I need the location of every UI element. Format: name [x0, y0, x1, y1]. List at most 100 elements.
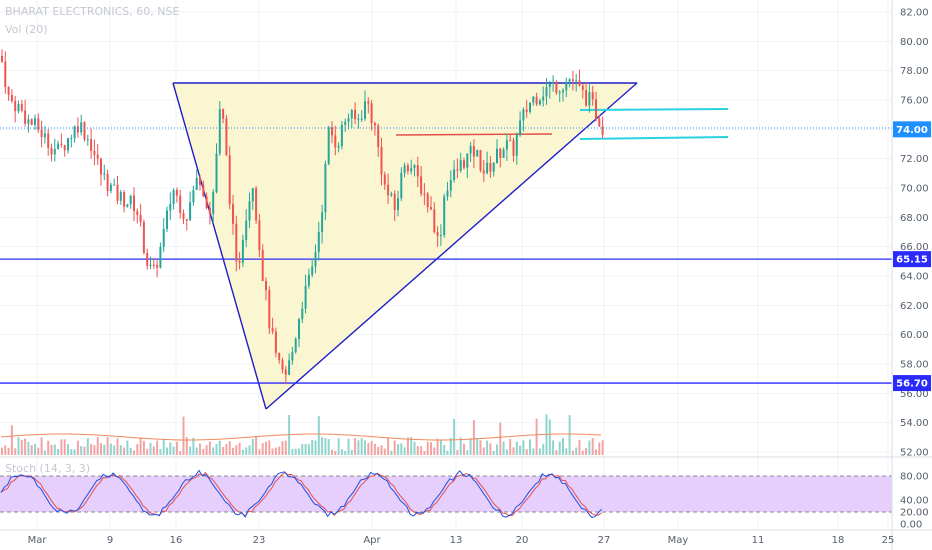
candle-body: [139, 214, 142, 223]
volume-bar: [215, 444, 218, 455]
price-tick-label: 58.00: [900, 360, 929, 371]
volume-bar: [479, 440, 482, 455]
candle-body: [430, 207, 432, 210]
volume-bar: [529, 439, 531, 455]
volume-bar: [27, 441, 30, 455]
candle-body: [189, 202, 192, 221]
volume-bar: [123, 447, 126, 455]
candle-body: [195, 177, 198, 190]
volume-bar: [67, 444, 69, 455]
volume-bar: [430, 442, 432, 455]
time-tick-label: Apr: [363, 535, 381, 546]
volume-bar: [595, 449, 597, 455]
volume-bar: [261, 443, 264, 455]
candle-body: [278, 352, 281, 361]
candle-body: [288, 360, 291, 375]
volume-bar: [109, 443, 112, 455]
volume-bar: [235, 445, 238, 455]
volume-bar: [413, 441, 416, 455]
volume-bar: [126, 440, 129, 455]
volume-bar: [53, 444, 56, 455]
volume-bar: [208, 441, 211, 455]
candle-body: [522, 109, 525, 121]
candle-body: [436, 232, 439, 236]
candle-body: [123, 191, 126, 207]
candle-body: [439, 235, 442, 237]
volume-bar: [241, 449, 244, 455]
candle-body: [76, 126, 79, 133]
candle-body: [400, 172, 403, 199]
candle-body: [548, 83, 551, 88]
volume-bar: [24, 438, 27, 455]
volume-bar: [324, 438, 327, 455]
price-label-text: 56.70: [896, 379, 928, 390]
candle-body: [126, 204, 129, 207]
volume-bar: [519, 445, 522, 455]
time-tick-label: Mar: [28, 535, 48, 546]
volume-bar: [301, 443, 304, 455]
candle-body: [235, 223, 238, 262]
candle-body: [222, 109, 225, 119]
volume-bar: [393, 440, 396, 455]
triangle-pattern: [173, 83, 637, 409]
volume-bar: [350, 450, 353, 455]
candle-body: [383, 174, 386, 185]
price-tick-label: 82.00: [900, 8, 929, 19]
volume-bar: [472, 420, 475, 455]
volume-bar: [321, 437, 324, 455]
time-tick-label: 11: [752, 535, 765, 546]
candle-body: [7, 87, 10, 96]
volume-bar: [307, 444, 310, 455]
volume-bar: [17, 437, 20, 455]
volume-bar: [159, 449, 162, 455]
volume-bar: [100, 443, 102, 455]
candle-body: [60, 143, 63, 145]
price-tick-label: 70.00: [900, 184, 929, 195]
candle-body: [515, 135, 518, 156]
volume-bar: [466, 450, 469, 455]
candle-body: [413, 165, 416, 169]
volume-bar: [205, 445, 208, 455]
time-tick-label: 20: [516, 535, 529, 546]
volume-bar: [274, 447, 277, 455]
candle-body: [555, 81, 558, 93]
volume-bar: [192, 437, 195, 455]
price-label-box: [893, 251, 931, 268]
candle-body: [585, 90, 588, 106]
volume-bar: [225, 444, 228, 455]
volume-bar: [218, 440, 221, 455]
candle-body: [30, 119, 33, 125]
candle-body: [4, 61, 7, 88]
candle-body: [225, 118, 228, 156]
volume-bar: [337, 438, 340, 455]
candle-body: [258, 220, 261, 251]
volume-bar: [340, 449, 343, 455]
volume-bar: [166, 447, 168, 455]
time-tick-label: 9: [107, 535, 113, 546]
candle-body: [571, 79, 574, 82]
price-axis: 82.0080.0078.0076.0074.0072.0070.0068.00…: [900, 8, 929, 459]
time-tick-label: 25: [882, 535, 895, 546]
volume-bar: [463, 443, 465, 455]
candle-body: [241, 239, 244, 263]
volume-bar: [142, 440, 145, 455]
volume-bar: [476, 437, 479, 455]
volume-bar: [37, 447, 40, 455]
candle-body: [581, 85, 584, 91]
candle-body: [215, 153, 218, 193]
volume-bar: [175, 441, 178, 455]
volume-bar: [113, 445, 116, 455]
volume-bar: [515, 441, 518, 455]
price-tick-label: 68.00: [900, 213, 929, 224]
candle-body: [459, 160, 462, 171]
volume-bar: [370, 441, 373, 455]
stoch-d-line: [0, 471, 602, 517]
candle-body: [568, 79, 571, 82]
candle-body: [149, 264, 152, 266]
volume-bar: [50, 444, 53, 455]
price-tick-label: 60.00: [900, 330, 929, 341]
candle-body: [136, 211, 139, 215]
stoch-label: Stoch (14, 3, 3): [5, 462, 90, 475]
